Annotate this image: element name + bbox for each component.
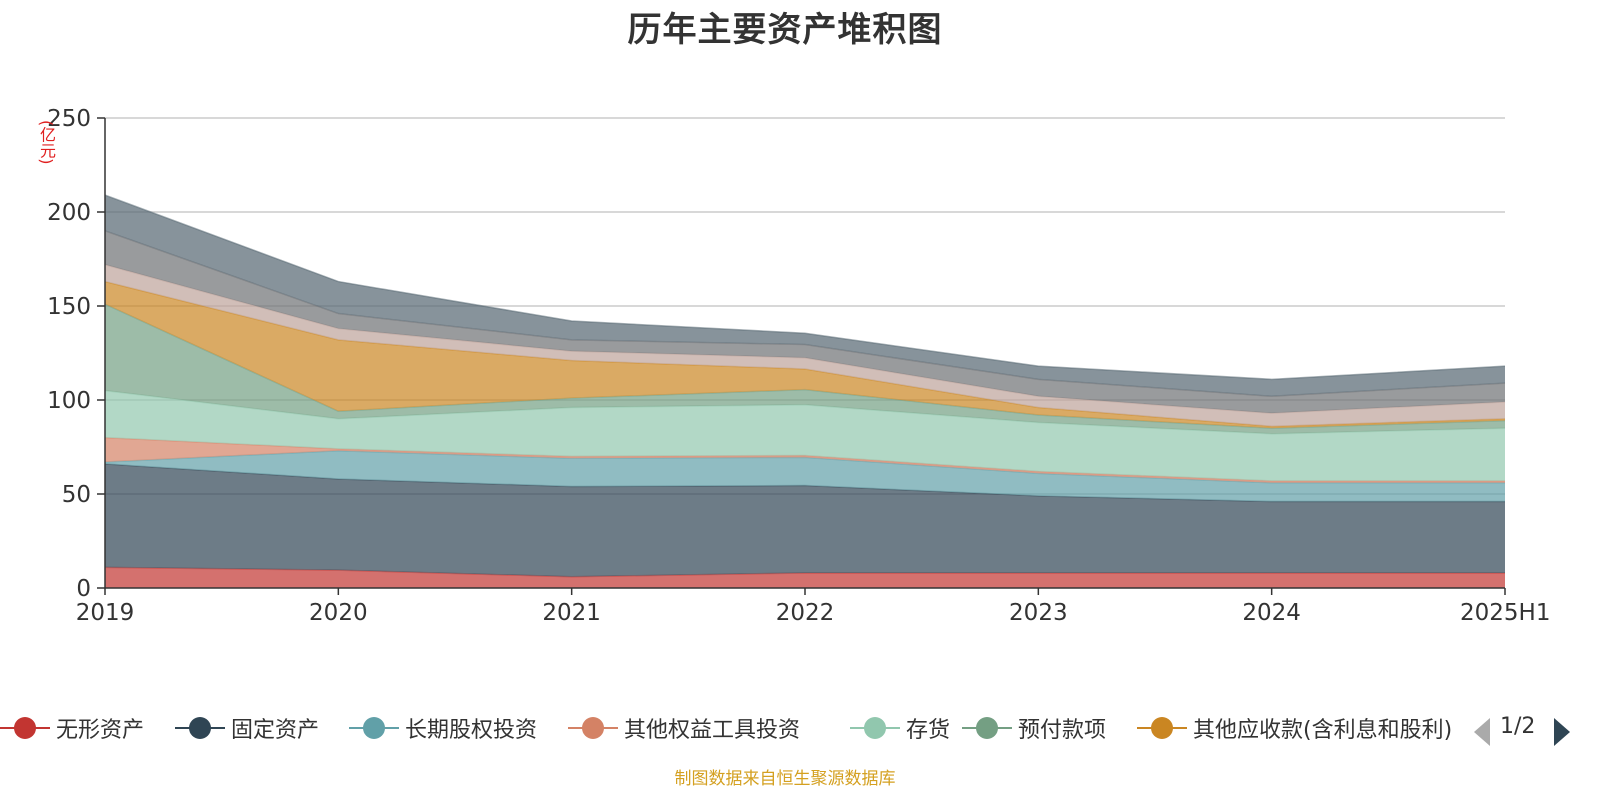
y-tick-label: 50 <box>62 482 91 508</box>
legend-marker-icon <box>1137 713 1187 743</box>
legend: 无形资产 固定资产 长期股权投资 其他权益工具投资 存货 预付款项 其他应收款(含利息和股利… <box>0 710 1600 750</box>
legend-marker-icon <box>175 713 225 743</box>
legend-page-indicator: 1/2 <box>1500 714 1536 739</box>
y-tick-label: 100 <box>47 388 91 414</box>
legend-item[interactable]: 预付款项 <box>962 710 1106 746</box>
y-axis-unit: (亿元) <box>37 120 56 165</box>
legend-items: 无形资产 固定资产 长期股权投资 其他权益工具投资 存货 预付款项 其他应收款(含利息和股利… <box>0 710 1455 750</box>
legend-label: 存货 <box>906 718 951 743</box>
area-9 <box>105 195 1505 397</box>
x-tick-label: 2021 <box>542 600 601 626</box>
legend-item[interactable]: 其他应收款(含利息和股利) <box>1137 710 1452 746</box>
legend-label: 预付款项 <box>1018 718 1107 743</box>
x-tick-label: 2022 <box>776 600 835 626</box>
legend-next-page-icon[interactable] <box>1554 718 1570 746</box>
legend-label: 其他应收款(含利息和股利) <box>1193 718 1453 743</box>
area-0 <box>105 567 1505 588</box>
legend-marker-icon <box>850 713 900 743</box>
legend-label: 其他权益工具投资 <box>624 718 801 743</box>
x-tick-label: 2023 <box>1009 600 1068 626</box>
chart-title: 历年主要资产堆积图 <box>627 10 943 50</box>
area-2 <box>105 450 1505 502</box>
legend-label: 固定资产 <box>231 718 320 743</box>
x-tick-label: 2025H1 <box>1460 600 1550 626</box>
y-tick-label: 250 <box>47 106 91 132</box>
area-7 <box>105 264 1505 427</box>
y-tick-label: 150 <box>47 294 91 320</box>
area-6 <box>105 281 1505 429</box>
x-tick-label: 2020 <box>309 600 368 626</box>
legend-marker-icon <box>568 713 618 743</box>
legend-marker-icon <box>962 713 1012 743</box>
y-tick-label: 200 <box>47 200 91 226</box>
axes: 0 50 100 150 200 250 2019 2020 2021 2022 2023 2024 2… <box>47 106 1550 626</box>
x-tick-label: 2024 <box>1242 600 1301 626</box>
legend-item[interactable]: 长期股权投资 <box>349 710 537 746</box>
legend-label: 长期股权投资 <box>405 718 538 743</box>
area-1 <box>105 463 1505 577</box>
legend-marker-icon <box>0 713 50 743</box>
x-tick-label: 2019 <box>76 600 135 626</box>
legend-item[interactable]: 其他权益工具投资 <box>568 710 800 746</box>
legend-item[interactable]: 存货 <box>850 710 950 746</box>
area-8 <box>105 230 1505 414</box>
legend-label: 无形资产 <box>56 718 145 743</box>
y-tick-label: 0 <box>76 576 91 602</box>
source-note: 制图数据来自恒生聚源数据库 <box>674 769 896 789</box>
area-series <box>104 194 1506 588</box>
legend-marker-icon <box>349 713 399 743</box>
legend-item[interactable]: 无形资产 <box>0 710 144 746</box>
legend-prev-page-icon[interactable] <box>1474 718 1490 746</box>
legend-item[interactable]: 固定资产 <box>175 710 319 746</box>
area-edge-9 <box>104 194 1506 381</box>
